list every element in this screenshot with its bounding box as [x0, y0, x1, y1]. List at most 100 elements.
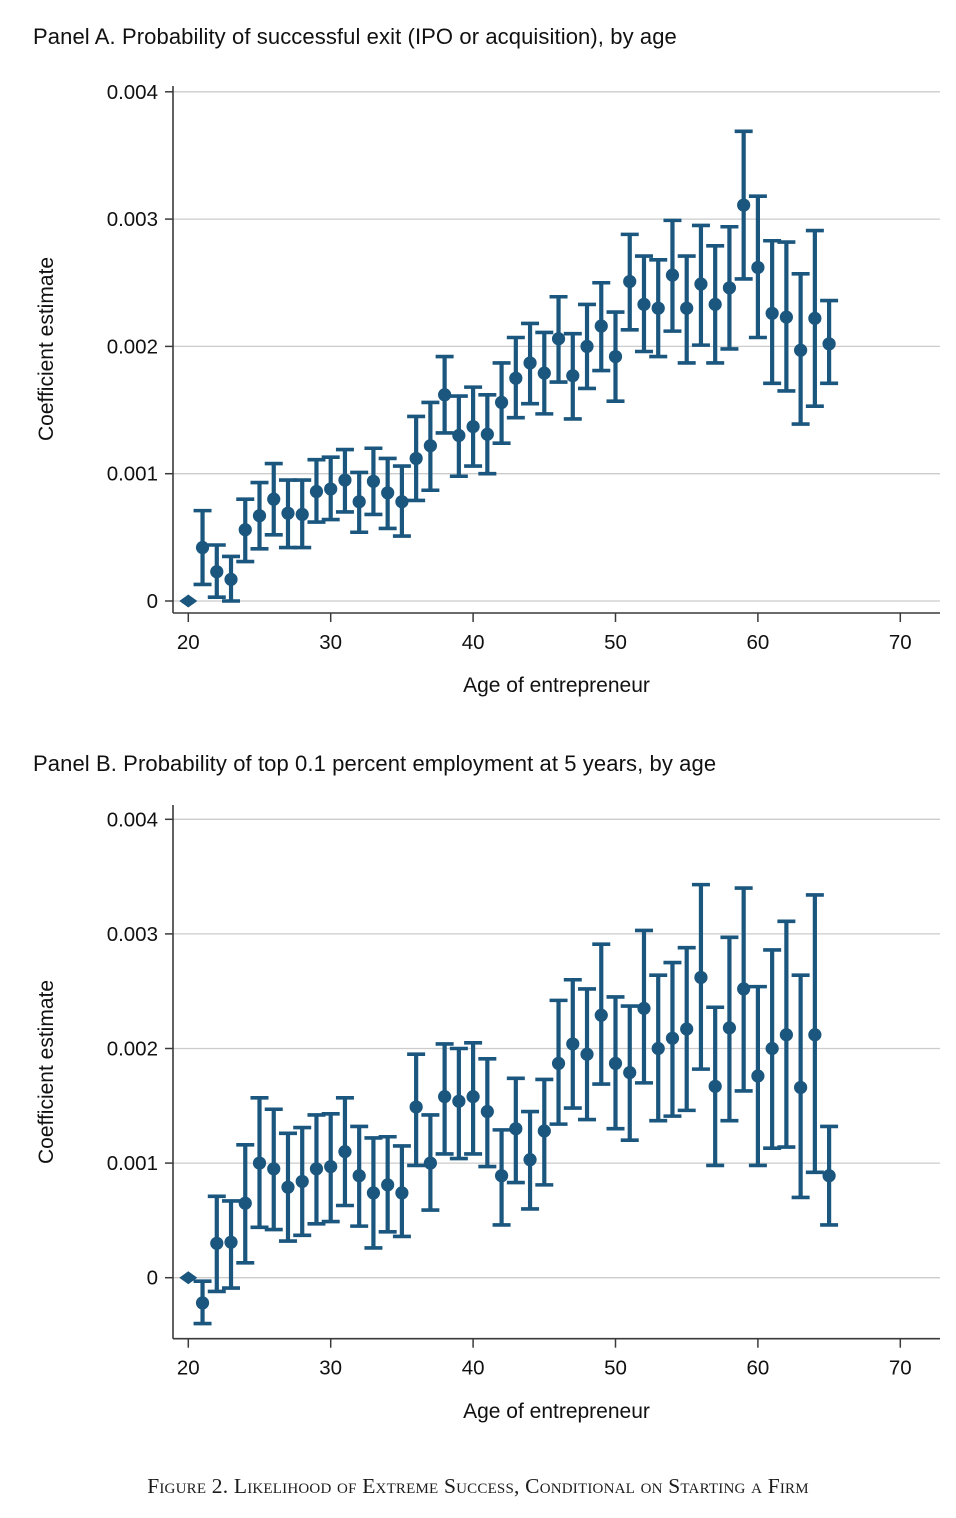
panel-b-data-point: [238, 1196, 252, 1210]
panel-a-data-point: [822, 337, 836, 351]
panel-b-y-tick-label: 0: [147, 1267, 158, 1290]
panel-b-data-point: [751, 1069, 765, 1083]
panel-a-data-point: [594, 319, 608, 333]
panel-b-data-point: [580, 1047, 594, 1061]
panel-a-y-tick-label: 0.001: [107, 463, 158, 486]
panel-b-x-tick-label: 60: [746, 1357, 769, 1380]
panel-b-data-point: [608, 1056, 623, 1070]
panel-a-data-point: [537, 366, 551, 380]
panel-b-x-tick-label: 20: [177, 1357, 200, 1380]
panel-b-data-point: [623, 1065, 637, 1080]
panel-b-data-point: [494, 1169, 509, 1183]
panel-a-data-point: [409, 451, 423, 466]
panel-b-y-tick-label: 0.003: [107, 923, 158, 946]
panel-a-data-point: [637, 297, 651, 311]
panel-a-data-point: [722, 281, 737, 295]
panel-a-data-point: [281, 506, 295, 520]
panel-a-data-point: [423, 439, 437, 453]
panel-b-data-point: [822, 1169, 836, 1183]
panel-a-data-point: [580, 339, 594, 353]
panel-b-data-point: [765, 1041, 779, 1056]
panel-a-x-tick-label: 40: [462, 631, 485, 654]
panel-b-data-point: [594, 1008, 608, 1022]
panel-b-title: Panel B. Probability of top 0.1 percent …: [33, 751, 717, 776]
panel-a-data-point: [623, 274, 637, 289]
panel-a-y-tick-label: 0.004: [107, 81, 158, 104]
panel-a-data-point: [224, 572, 238, 586]
panel-b-data-point: [537, 1124, 551, 1138]
panel-a-data-point: [494, 395, 509, 410]
panel-a-data-point: [509, 371, 523, 385]
panel-a-data-point: [794, 343, 808, 357]
panel-b-data-point: [708, 1079, 722, 1093]
panel-a-data-point: [438, 388, 452, 402]
panel-b-data-point: [466, 1090, 480, 1104]
panel-b-x-tick-label: 30: [319, 1357, 342, 1380]
panel-b-data-point: [651, 1041, 665, 1056]
panel-a-y-tick-label: 0.003: [107, 208, 158, 231]
panel-b-data-point: [338, 1145, 352, 1159]
panel-b-data-point: [722, 1021, 737, 1035]
panel-a-data-point: [665, 268, 680, 282]
panel-a-data-point: [309, 484, 324, 499]
panel-b-x-axis-title: Age of entrepreneur: [463, 1400, 650, 1423]
panel-a-y-tick-label: 0.002: [107, 335, 158, 358]
panel-b-y-tick-label: 0.002: [107, 1038, 158, 1061]
panel-a-reference-diamond: [179, 594, 198, 608]
panel-b-data-point: [680, 1022, 694, 1036]
panel-a-data-point: [737, 198, 751, 212]
panel-b-y-tick-label: 0.004: [107, 808, 158, 831]
panel-b-y-tick-label: 0.001: [107, 1152, 158, 1175]
panel-b-data-point: [794, 1080, 808, 1095]
panel-a-data-point: [452, 428, 466, 443]
panel-b-x-tick-label: 50: [604, 1357, 627, 1380]
panel-a-data-point: [381, 486, 395, 500]
panel-a-y-tick-label: 0: [147, 590, 158, 613]
panel-a-data-point: [523, 356, 537, 370]
panel-a-data-point: [195, 540, 210, 555]
panel-b-data-point: [252, 1156, 267, 1170]
panel-b-data-point: [438, 1090, 452, 1104]
panel-b-data-point: [566, 1037, 580, 1051]
panel-a-data-point: [480, 427, 494, 441]
panel-b-data-point: [352, 1169, 366, 1183]
panel-a-data-point: [680, 301, 694, 315]
panel-b-data-point: [224, 1235, 238, 1249]
panel-a-data-point: [751, 260, 765, 275]
panel-a-data-point: [366, 474, 381, 488]
panel-b-x-tick-label: 40: [462, 1357, 485, 1380]
panel-a-data-point: [779, 310, 793, 324]
panel-a-x-tick-label: 20: [177, 631, 200, 654]
panel-b-data-point: [309, 1162, 324, 1176]
panel-a-x-tick-label: 60: [746, 631, 769, 654]
panel-a-data-point: [466, 419, 480, 434]
panel-a-data-point: [324, 482, 338, 496]
panel-b-data-point: [381, 1178, 395, 1192]
panel-b-data-point: [737, 982, 751, 996]
panel-a-data-point: [708, 297, 722, 311]
panel-a-data-point: [808, 311, 822, 325]
panel-b-data-point: [551, 1056, 566, 1070]
panel-b-data-point: [324, 1159, 338, 1174]
panel-b-data-point: [195, 1296, 210, 1310]
panel-a-data-point: [267, 492, 281, 506]
panel-b-data-point: [694, 970, 708, 985]
panel-b-data-point: [665, 1031, 680, 1045]
panel-a-data-point: [295, 507, 309, 522]
panel-b-y-axis-title: Coefficient estimate: [35, 979, 58, 1165]
panel-a-x-tick-label: 30: [319, 631, 342, 654]
figure-caption: Figure 2. Likelihood of Extreme Success,…: [147, 1474, 809, 1498]
panel-a-y-axis-title: Coefficient estimate: [35, 256, 58, 442]
panel-b-data-point: [210, 1236, 224, 1250]
panel-b-data-point: [779, 1028, 793, 1042]
panel-b-x-tick-label: 70: [889, 1357, 912, 1380]
panel-a-data-point: [765, 306, 779, 320]
panel-b-data-point: [808, 1028, 822, 1042]
panel-b-data-point: [637, 1001, 651, 1015]
panel-a-data-point: [651, 301, 665, 315]
panel-a-data-point: [338, 473, 352, 487]
panel-b-data-point: [452, 1094, 466, 1108]
panel-a-data-point: [551, 332, 566, 346]
